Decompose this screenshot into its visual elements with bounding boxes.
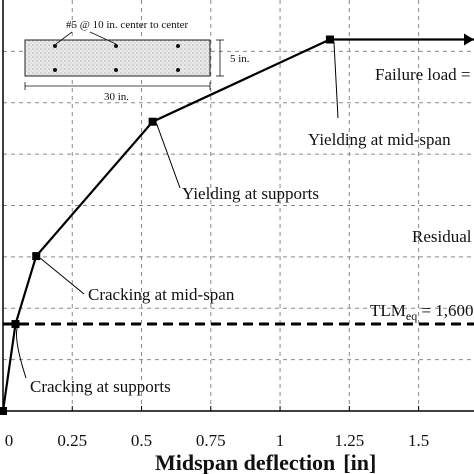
- residual-label: Residual: [412, 227, 472, 246]
- annotation-leader: [333, 41, 339, 119]
- x-tick-label: 0.75: [196, 431, 226, 450]
- rebar-dot: [114, 68, 118, 72]
- annotation-label-yielding-midspan: Yielding at mid-span: [308, 130, 451, 149]
- series-group: [0, 33, 474, 415]
- load-deflection-line: [1, 38, 474, 412]
- axes: [2, 0, 474, 412]
- data-point-marker: [148, 117, 157, 126]
- failure-load-label: Failure load =: [375, 65, 471, 84]
- annotation-label-yielding-supports: Yielding at supports: [182, 184, 319, 203]
- x-tick-label: 1.25: [334, 431, 364, 450]
- rebar-dot: [176, 44, 180, 48]
- annotation-label-cracking-midspan: Cracking at mid-span: [88, 285, 235, 304]
- rebar-dot: [53, 68, 57, 72]
- annotation-leader: [39, 257, 85, 295]
- x-tick-label: 0.5: [131, 431, 152, 450]
- x-tick-labels: 0 0.25 0.5 0.75 1 1.25 1.5: [2, 406, 429, 450]
- annotation-leader: [156, 123, 181, 189]
- data-point-marker: [325, 35, 334, 44]
- x-tick-label: 1: [276, 431, 285, 450]
- rebar-dot: [114, 44, 118, 48]
- inset-height-label: 5 in.: [230, 53, 250, 65]
- x-axis-label: Midspan deflection [in]: [155, 450, 376, 474]
- annotation-leader: [16, 326, 27, 379]
- tlm-reference-label: TLMeq = 1,600 lb: [370, 301, 474, 323]
- x-tick-label: 0.25: [57, 431, 87, 450]
- line-end-arrow: [464, 33, 474, 46]
- rebar-leader: [55, 31, 73, 45]
- inset-bar-note: #5 @ 10 in. center to center: [66, 19, 189, 31]
- rebar-dot: [53, 44, 57, 48]
- reference-line-group: TLMeq = 1,600 lb: [3, 301, 474, 326]
- data-point-marker: [11, 320, 20, 329]
- grid-lines: [3, 0, 474, 411]
- x-tick-label: 0: [5, 431, 14, 450]
- rebar-dot: [176, 68, 180, 72]
- inset-width-label: 30 in.: [104, 91, 129, 103]
- annotation-label-cracking-supports: Cracking at supports: [30, 377, 171, 396]
- data-point-marker: [32, 252, 41, 261]
- inset-cross-section: #5 @ 10 in. center to center 5 in. 30 in…: [24, 19, 250, 103]
- annotations-group: Cracking at supports Cracking at mid-span…: [16, 41, 451, 396]
- rebar-leader: [89, 31, 117, 45]
- x-tick-label: 1.5: [408, 431, 429, 450]
